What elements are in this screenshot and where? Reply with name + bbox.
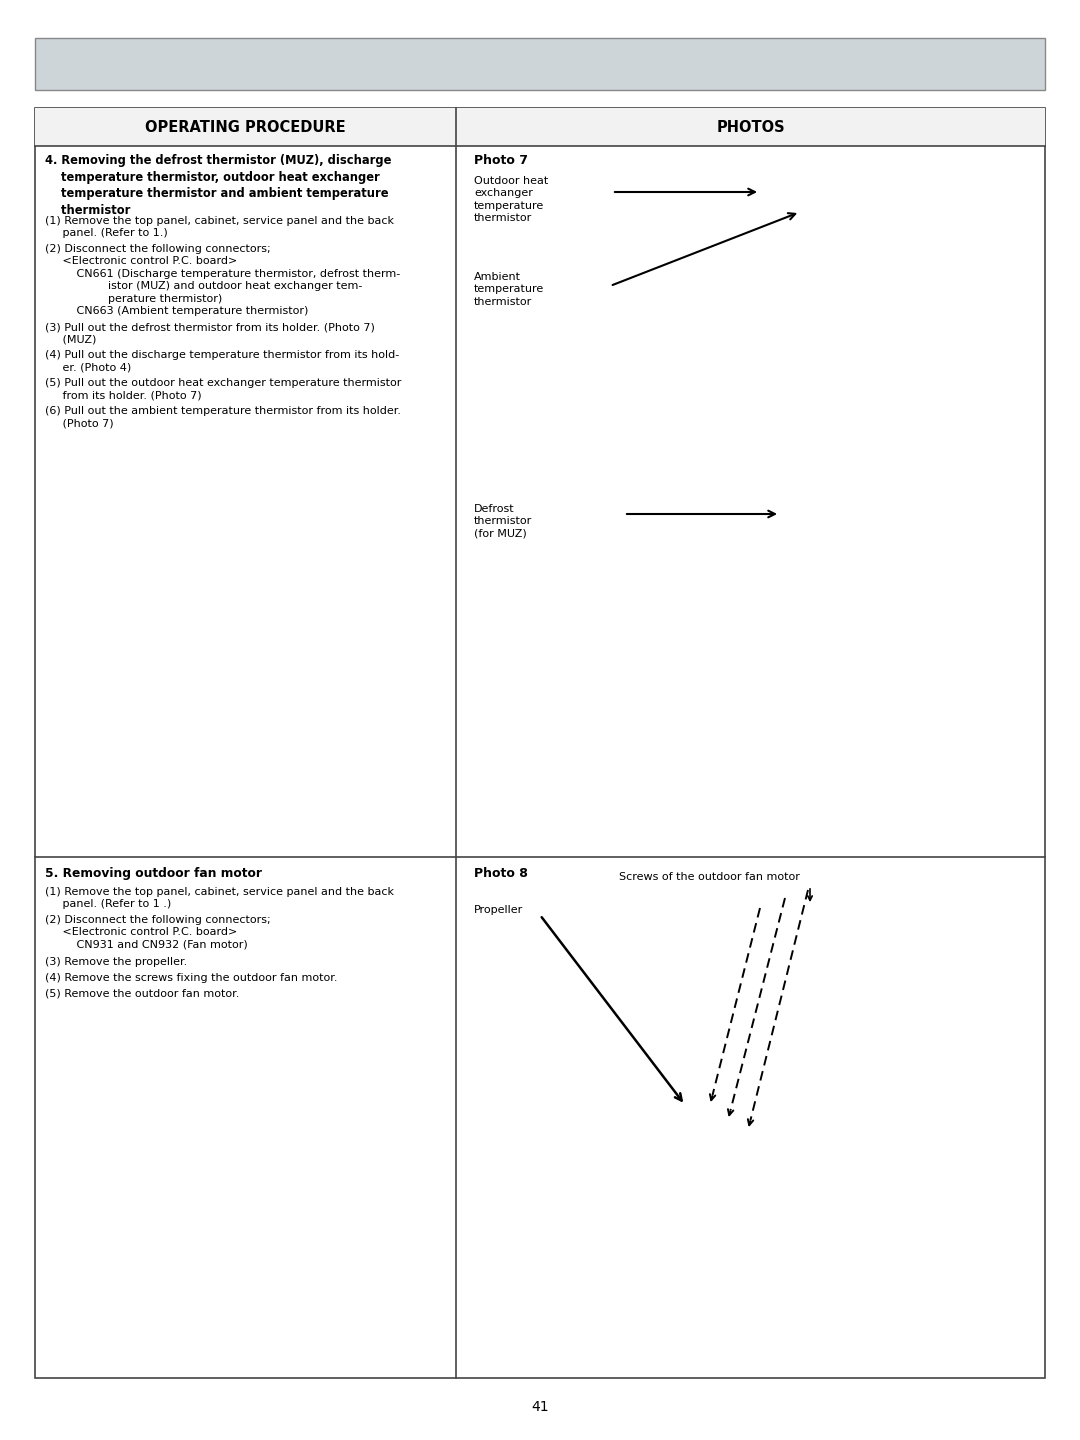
Text: (3) Pull out the defrost thermistor from its holder. (Photo 7)
     (MUZ): (3) Pull out the defrost thermistor from… (45, 323, 375, 344)
Bar (35, 108, 1045, 145)
Text: 4. Removing the defrost thermistor (MUZ), discharge
    temperature thermistor, : 4. Removing the defrost thermistor (MUZ)… (45, 154, 391, 216)
Text: Defrost
thermistor
(for MUZ): Defrost thermistor (for MUZ) (474, 504, 532, 539)
Text: 5. Removing outdoor fan motor: 5. Removing outdoor fan motor (45, 867, 262, 880)
Text: 41: 41 (531, 1400, 549, 1414)
Text: (2) Disconnect the following connectors;
     <Electronic control P.C. board>
  : (2) Disconnect the following connectors;… (45, 243, 401, 315)
Text: Photo 8: Photo 8 (474, 867, 528, 880)
Text: OPERATING PROCEDURE: OPERATING PROCEDURE (145, 120, 346, 134)
Text: (1) Remove the top panel, cabinet, service panel and the back
     panel. (Refer: (1) Remove the top panel, cabinet, servi… (45, 887, 394, 910)
Text: Outdoor heat
exchanger
temperature
thermistor: Outdoor heat exchanger temperature therm… (474, 176, 549, 223)
Text: Screws of the outdoor fan motor: Screws of the outdoor fan motor (619, 873, 800, 881)
Text: (4) Remove the screws fixing the outdoor fan motor.: (4) Remove the screws fixing the outdoor… (45, 973, 337, 984)
Text: (1) Remove the top panel, cabinet, service panel and the back
     panel. (Refer: (1) Remove the top panel, cabinet, servi… (45, 216, 394, 239)
Text: Propeller: Propeller (474, 904, 523, 914)
Text: Photo 7: Photo 7 (474, 154, 528, 167)
Text: (6) Pull out the ambient temperature thermistor from its holder.
     (Photo 7): (6) Pull out the ambient temperature the… (45, 406, 401, 429)
Text: (2) Disconnect the following connectors;
     <Electronic control P.C. board>
  : (2) Disconnect the following connectors;… (45, 914, 271, 950)
Text: (5) Remove the outdoor fan motor.: (5) Remove the outdoor fan motor. (45, 989, 240, 999)
Text: Ambient
temperature
thermistor: Ambient temperature thermistor (474, 272, 544, 307)
Text: (5) Pull out the outdoor heat exchanger temperature thermistor
     from its hol: (5) Pull out the outdoor heat exchanger … (45, 377, 402, 400)
Bar (35, 37, 1045, 89)
Text: (3) Remove the propeller.: (3) Remove the propeller. (45, 958, 187, 968)
Text: PHOTOS: PHOTOS (716, 120, 785, 134)
Text: (4) Pull out the discharge temperature thermistor from its hold-
     er. (Photo: (4) Pull out the discharge temperature t… (45, 350, 400, 373)
Bar (35, 108, 1045, 1378)
